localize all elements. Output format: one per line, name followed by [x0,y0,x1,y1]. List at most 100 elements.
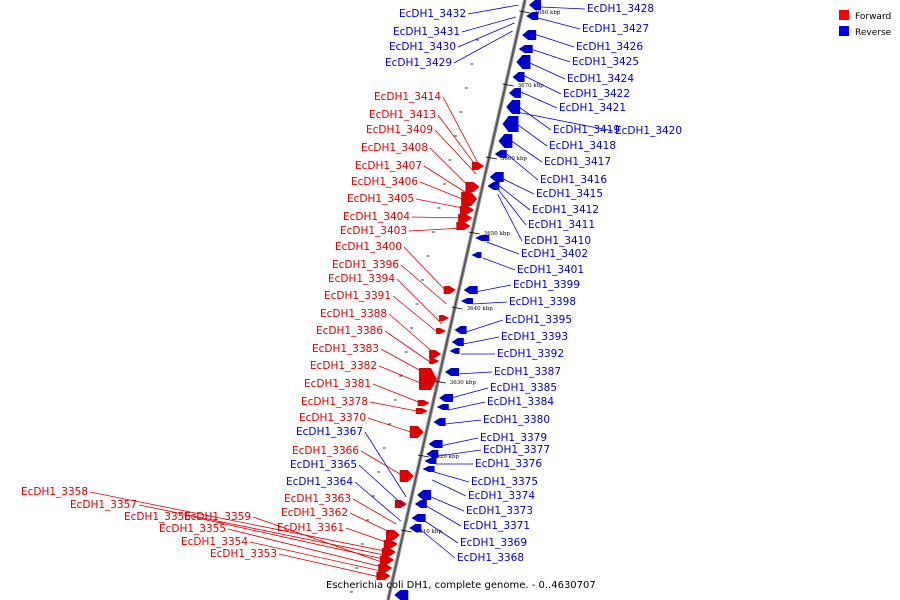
reverse-gene-arrow [409,524,422,532]
reverse-gene-label: EcDH1_3377 [483,444,550,456]
forward-gene-label: EcDH1_3382 [310,360,377,372]
reverse-leader-line [530,48,571,63]
scale-tick [519,10,531,14]
reverse-leader-line [482,257,516,271]
forward-leader-line [227,528,387,569]
reverse-leader-line [513,121,548,147]
reverse-gene-arrow [463,286,478,294]
forward-leader-line [419,181,470,203]
scale-tick-label: 3610 kbp [416,529,443,535]
reverse-gene-arrow [516,55,531,69]
reverse-gene-label: EcDH1_3431 [393,26,460,38]
scale-tick-label: 3660 kbp [501,156,528,162]
reverse-gene-label: EcDH1_3430 [389,41,456,53]
label-leaders [89,4,614,579]
reverse-gene-label: EcDH1_3402 [521,248,588,260]
reverse-gene-label: EcDH1_3380 [483,414,550,426]
forward-gene-label: EcDH1_3400 [335,241,402,253]
forward-gene-arrow [415,408,428,414]
forward-leader-line [442,96,479,165]
forward-leader-line [252,516,388,565]
forward-gene-arrow [394,500,407,508]
genome-backbone-core [387,0,526,600]
scale-tick-label: 3630 kbp [450,380,477,386]
forward-leader-line [372,383,424,405]
forward-gene-label: EcDH1_3396 [332,259,399,271]
scale-tick-label: 3620 kbp [433,454,460,460]
reverse-gene-label: EcDH1_3393 [501,331,568,343]
reverse-leader-line [445,419,482,425]
forward-leader-line [138,504,390,557]
legend: Forward Reverse [839,10,892,38]
reverse-gene-label: EcDH1_3421 [559,102,626,114]
forward-leader-line [392,295,440,335]
forward-gene-arrow [459,206,474,214]
forward-gene-label: EcDH1_3404 [343,211,410,223]
reverse-gene-label: EcDH1_3411 [528,219,595,231]
forward-gene-arrow [436,328,447,334]
forward-gene-arrow [456,222,471,230]
forward-leader-line [437,114,478,169]
reverse-gene-arrow [411,514,426,522]
reverse-gene-arrow [487,182,500,190]
forward-gene-label: EcDH1_3353 [210,548,277,560]
forward-gene-label: EcDH1_3394 [328,273,395,285]
reverse-gene-arrow [512,72,525,82]
scale-ticks: 3680 kbp 3670 kbp 3660 kbp 3650 kbp 3640 kbp… [349,10,561,593]
reverse-gene-arrow [460,298,473,304]
reverse-gene-label: EcDH1_3429 [385,57,452,69]
legend-forward-label: Forward [855,12,891,22]
reverse-gene-label: EcDH1_3373 [466,505,533,517]
forward-leader-line [400,264,447,305]
forward-gene-label: EcDH1_3381 [304,378,371,390]
scale-tick-label: 3670 kbp [518,83,545,89]
scale-tick-label: 3680 kbp [534,10,561,16]
reverse-gene-arrow [426,450,439,458]
reverse-gene-arrow [526,12,539,20]
forward-gene-label: EcDH1_3407 [355,160,422,172]
forward-gene-arrow [439,315,450,321]
reverse-leader-line [439,437,479,447]
reverse-gene-arrow [471,252,482,258]
reverse-gene-arrow [424,458,437,464]
reverse-gene-arrow [451,338,464,346]
scale-tick [400,529,412,533]
reverse-gene-label: EcDH1_3369 [460,537,527,549]
forward-gene-label: EcDH1_3361 [277,522,344,534]
forward-gene-label: EcDH1_3357 [70,499,137,511]
reverse-gene-label: EcDH1_3419 [553,124,620,136]
reverse-gene-label: EcDH1_3416 [540,174,607,186]
reverse-gene-arrow [422,466,435,472]
forward-leader-line [349,512,395,535]
reverse-leader-line [463,336,500,345]
forward-gene-label: EcDH1_3414 [374,91,441,103]
reverse-leader-line [509,139,543,163]
reverse-gene-arrow [444,368,459,376]
forward-leader-line [249,541,386,573]
legend-reverse-swatch [839,26,849,36]
reverse-gene-label: EcDH1_3399 [513,279,580,291]
reverse-leader-line [422,519,459,544]
forward-leader-line [396,278,443,325]
reverse-gene-label: EcDH1_3395 [505,314,572,326]
scale-tick-label: 3640 kbp [467,306,494,312]
forward-gene-label: EcDH1_3386 [316,325,383,337]
reverse-gene-label: EcDH1_3432 [399,8,466,20]
scale-tick [485,156,497,160]
reverse-leader-line [450,387,489,399]
forward-gene-label: EcDH1_3355 [159,523,226,535]
reverse-leader-line [354,481,401,522]
scale-tick-label: 3650 kbp [484,231,511,237]
reverse-gene-arrow [502,116,519,132]
reverse-leader-line [517,105,552,131]
reverse-gene-arrow [454,326,467,334]
legend-forward-swatch [839,10,849,20]
reverse-gene-label: EcDH1_3364 [286,476,353,488]
reverse-leader-line [426,505,462,527]
reverse-gene-label: EcDH1_3368 [457,552,524,564]
reverse-leader-line [437,449,482,457]
forward-gene-label: EcDH1_3358 [21,486,88,498]
reverse-leader-line [465,319,504,333]
forward-leader-line [403,246,450,295]
reverse-leader-line [453,30,513,64]
